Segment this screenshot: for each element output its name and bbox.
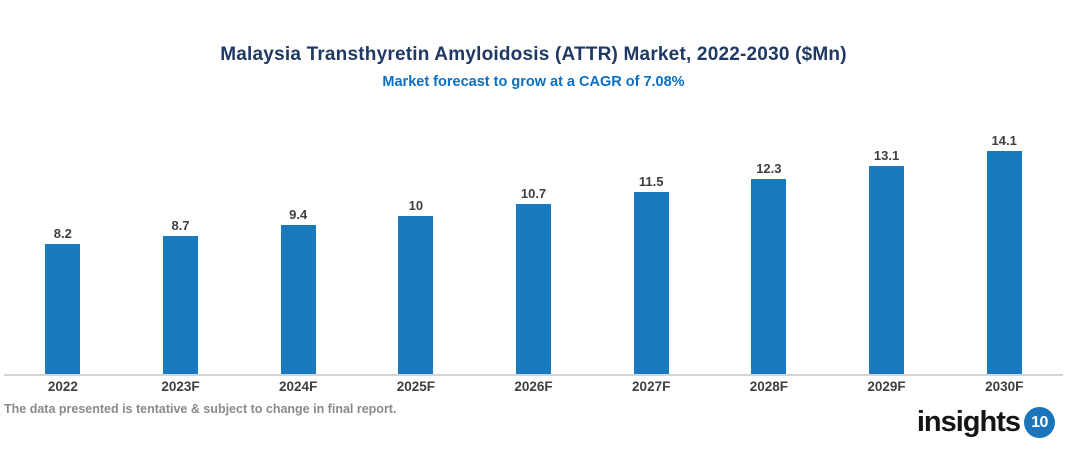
chart-title: Malaysia Transthyretin Amyloidosis (ATTR… (220, 44, 847, 65)
bar-column: 11.5 (592, 174, 710, 374)
bar-column: 10 (357, 198, 475, 374)
plot-area: 8.2 8.7 9.4 10 10.7 11.5 12.3 13.1 14.1 (4, 120, 1063, 376)
bar-column: 10.7 (475, 186, 593, 374)
bar-column: 13.1 (828, 148, 946, 374)
x-axis-label: 2022 (47, 379, 78, 394)
bar (280, 225, 316, 374)
bar (751, 179, 787, 374)
x-axis-labels: 2022 2023F 2024F 2025F 2026F 2027F 2028F 2029F 2… (4, 379, 1063, 394)
bar (633, 192, 669, 374)
disclaimer-text: The data presented is tentative & subjec… (4, 402, 397, 416)
bar (398, 216, 434, 374)
bar-value-label: 12.3 (756, 161, 782, 176)
x-axis-label: 2027F (632, 379, 671, 394)
x-axis-label: 2023F (161, 379, 200, 394)
bar (163, 236, 198, 374)
bar-value-label: 9.4 (289, 207, 308, 222)
bar-value-label: 8.2 (53, 226, 72, 241)
bar-value-label: 10 (408, 198, 424, 213)
bar-column: 9.4 (239, 207, 357, 374)
insights10-logo: insights 10 (917, 407, 1055, 438)
x-axis-label: 2029F (867, 379, 906, 394)
bar (45, 244, 81, 374)
bar-value-label: 13.1 (873, 148, 900, 163)
x-axis-label: 2025F (396, 379, 435, 394)
logo-number-badge: 10 (1024, 407, 1055, 438)
bar-value-label: 14.1 (991, 133, 1017, 148)
chart-subtitle: Market forecast to grow at a CAGR of 7.0… (382, 74, 685, 90)
logo-wordmark: insights (916, 406, 1021, 438)
bar-value-label: 8.7 (171, 218, 190, 233)
bar-column: 8.2 (4, 226, 122, 374)
x-axis-label: 2024F (279, 379, 318, 394)
x-axis-label: 2030F (985, 379, 1024, 394)
bar-column: 14.1 (945, 133, 1063, 374)
bar-value-label: 11.5 (638, 174, 664, 189)
x-axis-label: 2028F (749, 379, 788, 394)
bar (986, 151, 1022, 374)
bar-column: 12.3 (710, 161, 828, 374)
bar-value-label: 10.7 (520, 186, 547, 201)
bar-column: 8.7 (122, 218, 240, 374)
bar (869, 166, 905, 374)
x-axis-label: 2026F (514, 379, 553, 394)
bar (516, 204, 552, 374)
